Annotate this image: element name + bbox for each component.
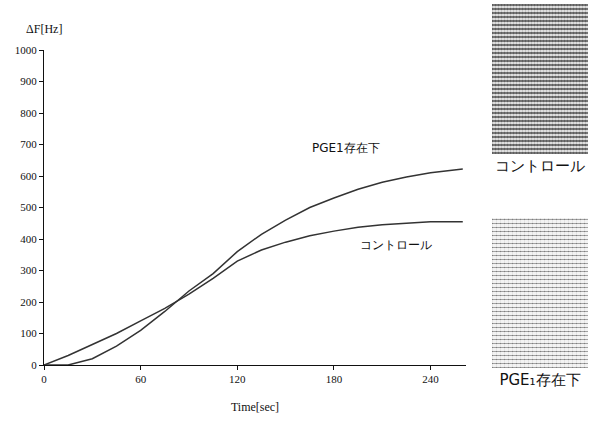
svg-text:120: 120 (229, 373, 246, 385)
svg-text:60: 60 (135, 373, 147, 385)
svg-text:ΔF[Hz]: ΔF[Hz] (26, 22, 62, 36)
svg-text:800: 800 (20, 107, 37, 119)
svg-text:100: 100 (20, 327, 37, 339)
svg-text:500: 500 (20, 201, 37, 213)
svg-text:1000: 1000 (15, 44, 38, 56)
svg-text:300: 300 (20, 264, 37, 276)
svg-text:400: 400 (20, 233, 37, 245)
svg-text:0: 0 (31, 359, 37, 371)
svg-text:PGE1存在下: PGE1存在下 (312, 141, 380, 155)
html-text:コントロール: コントロール (495, 157, 585, 175)
svg-text:700: 700 (20, 138, 37, 150)
svg-text:900: 900 (20, 75, 37, 87)
svg-text:Time[sec]: Time[sec] (231, 400, 279, 414)
svg-text:200: 200 (20, 296, 37, 308)
svg-text:コントロール: コントロール (360, 238, 432, 252)
svg-text:600: 600 (20, 170, 37, 182)
svg-text:180: 180 (326, 373, 343, 385)
html-text:PGE₁存在下: PGE₁存在下 (499, 371, 581, 389)
svg-text:240: 240 (422, 373, 439, 385)
svg-text:0: 0 (41, 373, 47, 385)
